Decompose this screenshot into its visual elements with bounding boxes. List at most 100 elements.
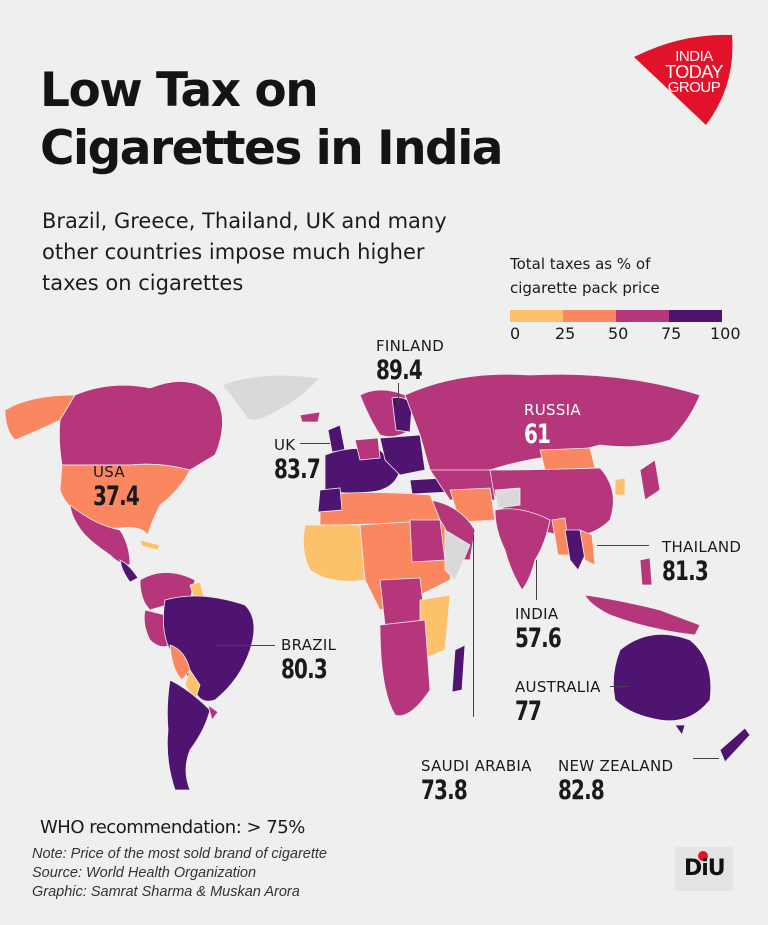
country-value: 73.8 (421, 775, 468, 806)
region-argentina-chile (166, 679, 211, 791)
logo-line-3: GROUP (667, 79, 721, 96)
label-russia: RUSSIA 61 (524, 401, 581, 451)
country-value: 81.3 (662, 556, 709, 587)
australia-leader-line (610, 686, 628, 687)
india-leader-line (536, 560, 537, 600)
region-central-america (119, 559, 139, 583)
region-mongolia (539, 447, 596, 471)
title-line-2: Cigarettes in India (40, 121, 504, 176)
region-southern-africa (379, 619, 431, 717)
footnotes: Note: Price of the most sold brand of ci… (32, 845, 327, 902)
logo-text: INDIA TODAY GROUP (660, 48, 728, 96)
uk-leader-line (300, 443, 330, 444)
chart-subtitle: Brazil, Greece, Thailand, UK and many ot… (42, 209, 447, 295)
region-germany (354, 437, 381, 461)
logo-line-2: TODAY (665, 62, 723, 82)
country-name: RUSSIA (524, 401, 581, 419)
diu-badge-text: DiU (684, 856, 726, 881)
region-bolivia (169, 644, 191, 681)
label-thailand: THAILAND 81.3 (662, 538, 741, 588)
diu-dot-icon (698, 851, 708, 861)
region-sudan (409, 519, 446, 563)
label-uk: UK 83.7 (274, 436, 330, 486)
country-value: 77 (515, 696, 542, 727)
india-today-logo-icon (634, 34, 733, 125)
region-thailand (564, 529, 586, 571)
region-west-africa (302, 524, 366, 582)
region-new-zealand (719, 727, 751, 763)
source-text: Source: World Health Organization (32, 865, 257, 881)
country-value: 57.6 (515, 623, 562, 654)
region-uk (327, 424, 346, 453)
brazil-leader-line (215, 645, 275, 646)
country-name: NEW ZEALAND (558, 757, 674, 775)
legend-bin-50-75 (616, 310, 669, 322)
country-value: 61 (524, 419, 551, 450)
label-saudi-arabia: SAUDI ARABIA 73.8 (421, 757, 532, 807)
region-indonesia (584, 594, 701, 636)
country-value: 89.4 (376, 355, 423, 386)
region-afghanistan (494, 487, 521, 509)
legend-bin-0-25 (510, 310, 563, 322)
region-drc (379, 577, 426, 626)
region-japan (639, 459, 661, 501)
label-usa: USA 37.4 (93, 463, 149, 513)
country-name: FINLAND (376, 337, 445, 355)
region-alaska (4, 394, 76, 441)
legend-ticks: 0 25 50 75 100 (510, 324, 750, 346)
legend-bin-25-50 (563, 310, 616, 322)
legend-tick: 0 (510, 324, 521, 343)
region-greenland (221, 374, 321, 421)
country-name: INDIA (515, 605, 559, 623)
region-morocco (317, 487, 343, 513)
label-brazil: BRAZIL 80.3 (281, 636, 337, 686)
region-brazil (162, 595, 255, 702)
legend-color-bar (510, 310, 722, 322)
saudi-arabia-leader-line (473, 535, 474, 717)
region-madagascar (451, 644, 466, 693)
region-eastern-europe (379, 434, 426, 476)
logo-line-1: INDIA (675, 48, 713, 65)
country-name: USA (93, 463, 125, 481)
label-finland: FINLAND 89.4 (376, 337, 444, 387)
finland-leader-line (398, 383, 399, 405)
region-western-europe (324, 447, 401, 494)
label-new-zealand: NEW ZEALAND 82.8 (558, 757, 673, 807)
country-value: 83.7 (274, 454, 321, 485)
region-philippines (639, 557, 653, 586)
country-value: 80.3 (281, 654, 328, 685)
note-text: Note: Price of the most sold brand of ci… (32, 846, 327, 862)
world-map (4, 373, 751, 791)
country-value: 37.4 (93, 481, 140, 512)
legend-bin-75-100 (669, 310, 722, 322)
new-zealand-leader-line (693, 758, 719, 759)
legend-tick: 75 (661, 324, 682, 343)
region-india (494, 508, 551, 591)
country-name: THAILAND (662, 538, 742, 556)
legend-title-line-2: cigarette pack price (510, 279, 660, 297)
country-name: SAUDI ARABIA (421, 757, 532, 775)
chart-title: Low Tax on Cigarettes in India (40, 62, 504, 178)
region-mexico (69, 504, 131, 566)
thailand-leader-line (597, 545, 649, 546)
who-recommendation: WHO recommendation: > 75% (40, 817, 305, 838)
label-india: INDIA 57.6 (515, 605, 571, 655)
country-name: UK (274, 436, 296, 454)
legend-title-line-1: Total taxes as % of (510, 255, 651, 273)
region-australia (612, 634, 712, 722)
region-vietnam (579, 529, 596, 566)
region-canada (58, 381, 223, 471)
label-australia: AUSTRALIA 77 (515, 678, 601, 728)
title-line-1: Low Tax on (40, 63, 319, 118)
country-name: BRAZIL (281, 636, 337, 654)
country-name: AUSTRALIA (515, 678, 601, 696)
color-legend: Total taxes as % of cigarette pack price… (510, 252, 750, 346)
country-value: 82.8 (558, 775, 605, 806)
legend-tick: 25 (555, 324, 576, 343)
region-horn-of-africa (444, 529, 471, 581)
legend-tick: 100 (710, 324, 741, 343)
legend-tick: 50 (608, 324, 629, 343)
region-korea (614, 477, 626, 496)
region-iceland (299, 411, 321, 423)
credit-text: Graphic: Samrat Sharma & Muskan Arora (32, 884, 300, 900)
